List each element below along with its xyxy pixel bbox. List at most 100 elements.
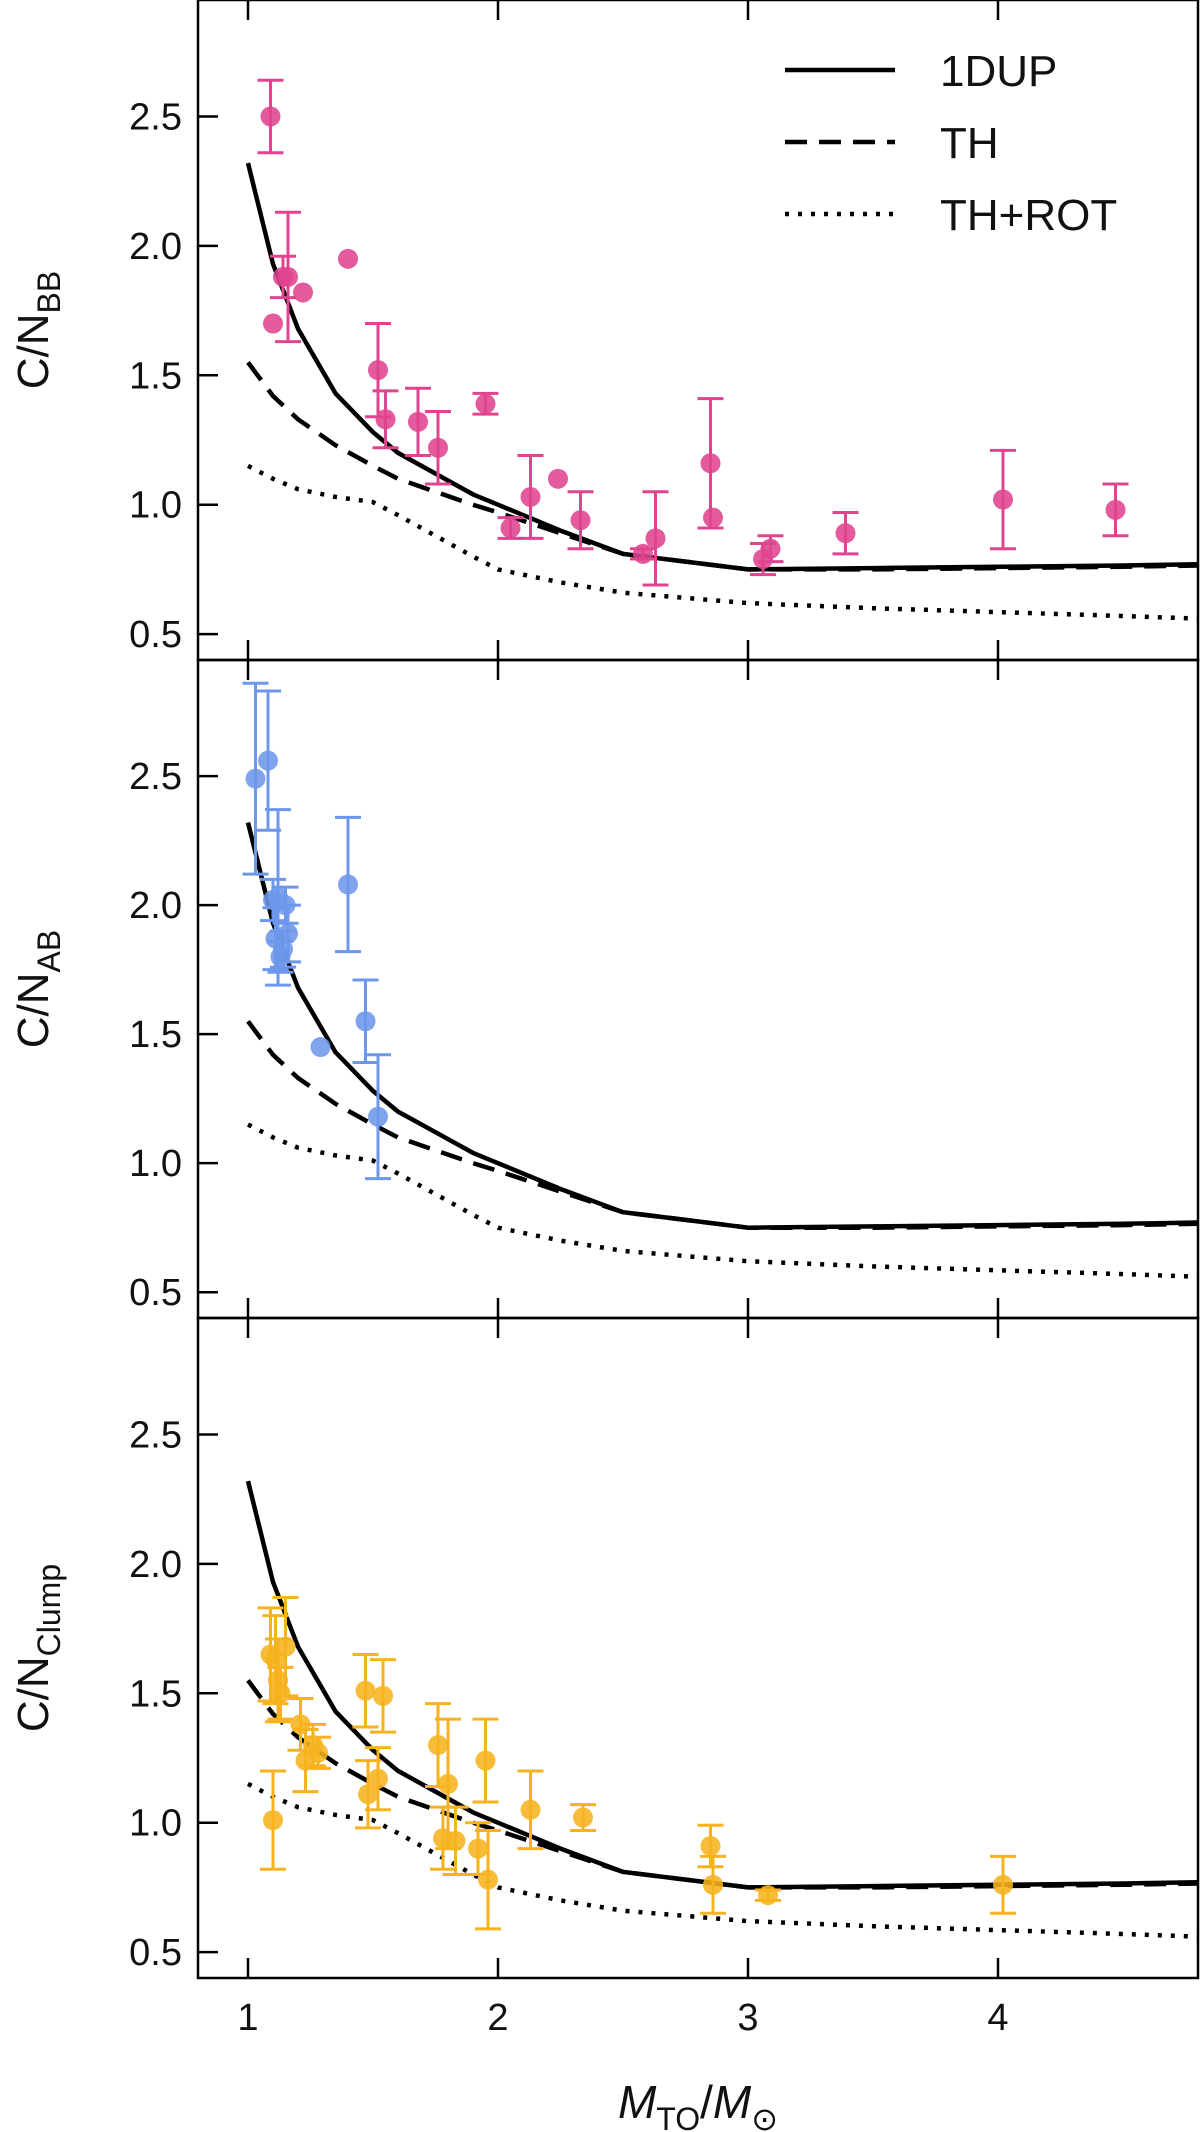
data-marker xyxy=(573,1807,593,1828)
data-marker xyxy=(478,1869,498,1890)
data-marker xyxy=(368,1106,388,1127)
data-marker xyxy=(278,266,298,287)
panel-ab: 0.5 1.0 1.5 2.0 2.5 C/NAB xyxy=(9,658,1200,1320)
data-marker xyxy=(375,409,396,430)
data-marker xyxy=(500,518,521,538)
x-tick-label: 4 xyxy=(987,1997,1008,2039)
data-point xyxy=(642,490,669,587)
y-tick-label: 0.5 xyxy=(129,614,182,656)
data-point xyxy=(1102,482,1129,538)
data-point xyxy=(263,313,283,334)
data-marker xyxy=(245,768,266,789)
data-point xyxy=(372,389,399,450)
data-marker xyxy=(520,486,541,507)
data-point xyxy=(365,322,391,419)
data-point xyxy=(370,1658,396,1734)
data-marker xyxy=(475,1750,496,1771)
data-marker xyxy=(700,453,721,474)
legend: 1DUP TH TH+ROT xyxy=(785,47,1117,240)
data-point xyxy=(570,1803,596,1832)
data-marker xyxy=(358,1784,378,1805)
data-marker xyxy=(570,510,591,531)
data-marker xyxy=(260,106,281,127)
data-point xyxy=(255,689,281,832)
data-marker xyxy=(438,1773,458,1794)
data-point xyxy=(630,543,656,564)
data-point xyxy=(275,903,301,964)
y-tick-label: 0.5 xyxy=(129,1932,182,1974)
data-point xyxy=(305,1735,331,1770)
data-marker xyxy=(270,1683,291,1704)
data-marker xyxy=(475,393,496,414)
data-marker xyxy=(263,313,283,334)
data-marker xyxy=(263,1810,283,1831)
data-marker xyxy=(703,507,723,528)
y-tick-label: 2.0 xyxy=(129,226,182,268)
y-tick-label: 2.5 xyxy=(129,96,182,138)
data-point xyxy=(352,978,379,1065)
data-marker xyxy=(275,1636,296,1657)
panel-frame xyxy=(196,1316,1200,1980)
data-point xyxy=(475,1828,501,1931)
data-marker xyxy=(633,543,653,564)
data-point xyxy=(832,510,859,556)
data-point xyxy=(700,1854,726,1915)
model-curve-th-rot xyxy=(246,463,1198,621)
data-marker xyxy=(758,1885,778,1906)
data-point xyxy=(517,454,544,540)
data-marker xyxy=(428,437,448,458)
data-marker xyxy=(308,1742,328,1763)
data-point xyxy=(755,1885,781,1906)
data-marker xyxy=(703,1874,723,1895)
data-point xyxy=(757,534,784,564)
legend-entry: TH xyxy=(785,119,999,168)
data-marker xyxy=(310,1037,331,1058)
data-marker xyxy=(428,1735,448,1756)
data-point xyxy=(435,1717,461,1851)
data-point xyxy=(275,210,301,344)
data-point xyxy=(352,1652,379,1729)
y-tick-label: 1.5 xyxy=(129,1673,182,1715)
data-marker xyxy=(293,282,313,303)
data-point xyxy=(260,1769,286,1871)
panels-layer: 0.5 1.0 1.5 2.0 2.5 C/NBB 0.5 1.0 1.5 2.0 2.5 C/NAB… xyxy=(9,0,1200,2039)
x-tick-label: 3 xyxy=(737,1997,758,2039)
data-marker xyxy=(993,1874,1013,1895)
data-point xyxy=(697,397,724,530)
y-tick-label: 1.5 xyxy=(129,355,182,397)
legend-entry: TH+ROT xyxy=(785,191,1117,240)
data-point xyxy=(365,1053,391,1181)
data-point xyxy=(405,386,431,458)
data-point xyxy=(310,1037,331,1058)
model-curve-th-rot xyxy=(246,1781,1198,1939)
data-point xyxy=(567,490,594,551)
data-point xyxy=(697,1823,724,1869)
data-marker xyxy=(355,1011,376,1032)
data-marker xyxy=(548,468,568,489)
y-tick-label: 2.0 xyxy=(129,1544,182,1586)
data-point xyxy=(990,1854,1016,1915)
model-curve-1dup xyxy=(245,822,1198,1230)
data-marker xyxy=(835,523,856,544)
x-tick-label: 1 xyxy=(237,1997,258,2039)
data-point xyxy=(472,1717,499,1804)
data-marker xyxy=(338,248,358,269)
panel-clump: 0.5 1.0 1.5 2.0 2.5 C/NClump 1 2 3 4 xyxy=(9,1316,1200,2039)
data-point xyxy=(272,1596,299,1698)
data-point xyxy=(425,410,451,486)
y-axis-label: C/NAB xyxy=(9,930,67,1048)
y-axis-label: C/NBB xyxy=(9,271,67,389)
y-tick-label: 1.5 xyxy=(129,1014,182,1056)
data-marker xyxy=(993,489,1013,510)
x-axis-label-text: MTO/M⊙ xyxy=(618,2076,778,2132)
data-marker xyxy=(700,1836,721,1856)
y-tick-label: 1.0 xyxy=(129,1143,182,1185)
data-marker xyxy=(520,1799,541,1820)
data-marker xyxy=(408,411,428,432)
legend-label: TH+ROT xyxy=(940,191,1117,240)
model-curve-th-rot xyxy=(246,1122,1198,1279)
data-point xyxy=(293,282,313,303)
data-point xyxy=(365,1746,391,1812)
y-tick-label: 2.5 xyxy=(129,756,182,798)
